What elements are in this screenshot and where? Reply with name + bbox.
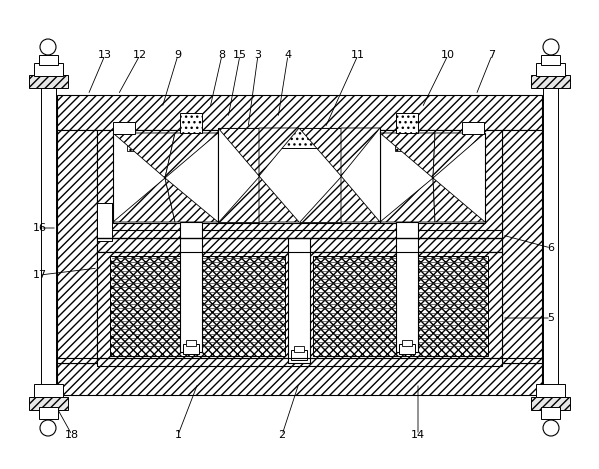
Text: 14: 14: [411, 430, 425, 440]
Polygon shape: [433, 133, 485, 178]
Bar: [152, 133, 170, 151]
Bar: [186, 340, 196, 346]
Polygon shape: [113, 178, 175, 222]
Bar: [97, 130, 502, 238]
Text: 13: 13: [98, 50, 112, 60]
Polygon shape: [259, 176, 299, 222]
Polygon shape: [433, 178, 485, 222]
Bar: [39, 407, 58, 419]
Bar: [541, 407, 560, 419]
Bar: [34, 63, 63, 76]
Bar: [294, 346, 304, 352]
Bar: [402, 340, 412, 346]
Bar: [531, 397, 570, 410]
Polygon shape: [341, 128, 380, 176]
Polygon shape: [259, 128, 299, 176]
Polygon shape: [341, 176, 380, 222]
Bar: [380, 133, 485, 223]
Text: 18: 18: [65, 430, 79, 440]
Text: 8: 8: [219, 50, 226, 60]
Bar: [97, 252, 502, 363]
Bar: [113, 133, 218, 223]
Polygon shape: [165, 178, 218, 222]
Bar: [502, 130, 542, 363]
Bar: [395, 133, 413, 151]
Text: 10: 10: [441, 50, 455, 60]
Bar: [288, 238, 310, 363]
Bar: [278, 128, 320, 148]
Polygon shape: [299, 128, 341, 176]
Bar: [180, 113, 202, 133]
Polygon shape: [380, 133, 435, 178]
Text: 9: 9: [174, 50, 181, 60]
Text: 11: 11: [351, 50, 365, 60]
Circle shape: [543, 420, 559, 436]
Bar: [57, 95, 542, 130]
Bar: [536, 63, 565, 76]
Bar: [97, 203, 112, 241]
Bar: [462, 122, 484, 134]
Bar: [396, 222, 418, 352]
Text: 3: 3: [255, 50, 262, 60]
Text: 6: 6: [547, 243, 555, 253]
Bar: [34, 384, 63, 397]
Bar: [183, 344, 199, 354]
Bar: [97, 358, 502, 366]
Circle shape: [40, 39, 56, 55]
Text: 4: 4: [285, 50, 292, 60]
Bar: [29, 75, 68, 88]
Text: 5: 5: [547, 313, 555, 323]
Bar: [543, 85, 558, 395]
Bar: [419, 133, 437, 151]
Circle shape: [40, 420, 56, 436]
Bar: [57, 130, 97, 363]
Bar: [396, 113, 418, 133]
Bar: [399, 344, 415, 354]
Polygon shape: [218, 176, 259, 222]
Text: 1: 1: [174, 430, 181, 440]
Bar: [110, 256, 285, 356]
Bar: [97, 230, 502, 252]
Bar: [531, 75, 570, 88]
Bar: [39, 55, 58, 65]
Bar: [536, 384, 565, 397]
Bar: [29, 397, 68, 410]
Circle shape: [543, 39, 559, 55]
Bar: [57, 363, 542, 395]
Bar: [313, 256, 488, 356]
Polygon shape: [113, 133, 175, 178]
Text: 16: 16: [33, 223, 47, 233]
Text: 12: 12: [133, 50, 147, 60]
Bar: [127, 133, 145, 151]
Polygon shape: [165, 133, 218, 178]
Polygon shape: [218, 128, 259, 176]
Bar: [41, 85, 56, 395]
Bar: [218, 128, 380, 223]
Text: 7: 7: [488, 50, 495, 60]
Text: 17: 17: [33, 270, 47, 280]
Bar: [180, 222, 202, 352]
Bar: [541, 55, 560, 65]
Bar: [291, 350, 307, 360]
Polygon shape: [380, 178, 435, 222]
Text: 15: 15: [233, 50, 247, 60]
Polygon shape: [299, 176, 341, 222]
Bar: [113, 122, 135, 134]
Text: 2: 2: [279, 430, 286, 440]
